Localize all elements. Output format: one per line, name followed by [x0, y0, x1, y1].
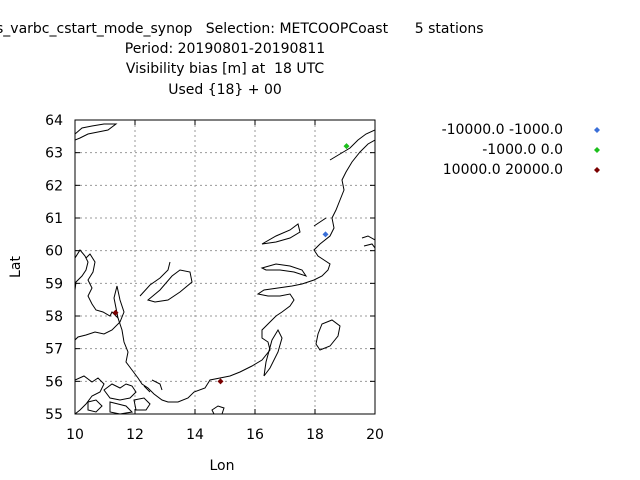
y-tick-label: 57: [45, 342, 63, 358]
x-tick-label: 12: [126, 427, 144, 443]
grid: [75, 120, 375, 414]
y-tick-label: 58: [45, 309, 63, 325]
y-tick-label: 62: [45, 178, 63, 194]
legend: -10000.0 -1000.0 -1000.0 0.0 10000.0 20000…: [442, 122, 600, 178]
x-axis-label: Lon: [210, 458, 235, 474]
data-point-series-0: [322, 231, 329, 238]
x-axis-ticks: 10 12 14 16 18 20: [66, 120, 384, 443]
coastline: [75, 123, 375, 414]
title-line-parameter: Visibility bias [m] at 18 UTC: [125, 61, 325, 77]
y-tick-label: 63: [45, 146, 63, 162]
y-axis-ticks: 55 56 57 58 59 60 61 62 63 64: [45, 113, 375, 423]
y-tick-label: 64: [45, 113, 63, 129]
x-tick-label: 14: [186, 427, 204, 443]
legend-marker: [594, 127, 600, 133]
x-tick-label: 10: [66, 427, 84, 443]
title-line-period: Period: 20190801-20190811: [124, 41, 326, 57]
data-point-series-2: [217, 378, 224, 385]
y-tick-label: 59: [45, 276, 63, 292]
legend-label: -10000.0 -1000.0: [442, 122, 563, 138]
legend-label: 10000.0 20000.0: [443, 162, 563, 178]
title-line-1: s_varbc_cstart_mode_synop Selection: MET…: [0, 21, 484, 37]
y-tick-label: 60: [45, 244, 63, 260]
plot-frame: [74, 119, 376, 415]
data-point-series-2: [112, 309, 119, 316]
y-axis-label: Lat: [8, 256, 24, 278]
x-tick-label: 20: [366, 427, 384, 443]
legend-marker: [594, 167, 600, 173]
legend-marker: [594, 147, 600, 153]
data-point-series-1: [343, 143, 350, 150]
y-tick-label: 55: [45, 407, 63, 423]
y-tick-label: 61: [45, 211, 63, 227]
x-tick-label: 16: [246, 427, 264, 443]
title-line-used: Used {18} + 00: [168, 82, 282, 98]
x-tick-label: 18: [306, 427, 324, 443]
data-points: [112, 143, 350, 385]
y-tick-label: 56: [45, 374, 63, 390]
legend-label: -1000.0 0.0: [482, 142, 563, 158]
